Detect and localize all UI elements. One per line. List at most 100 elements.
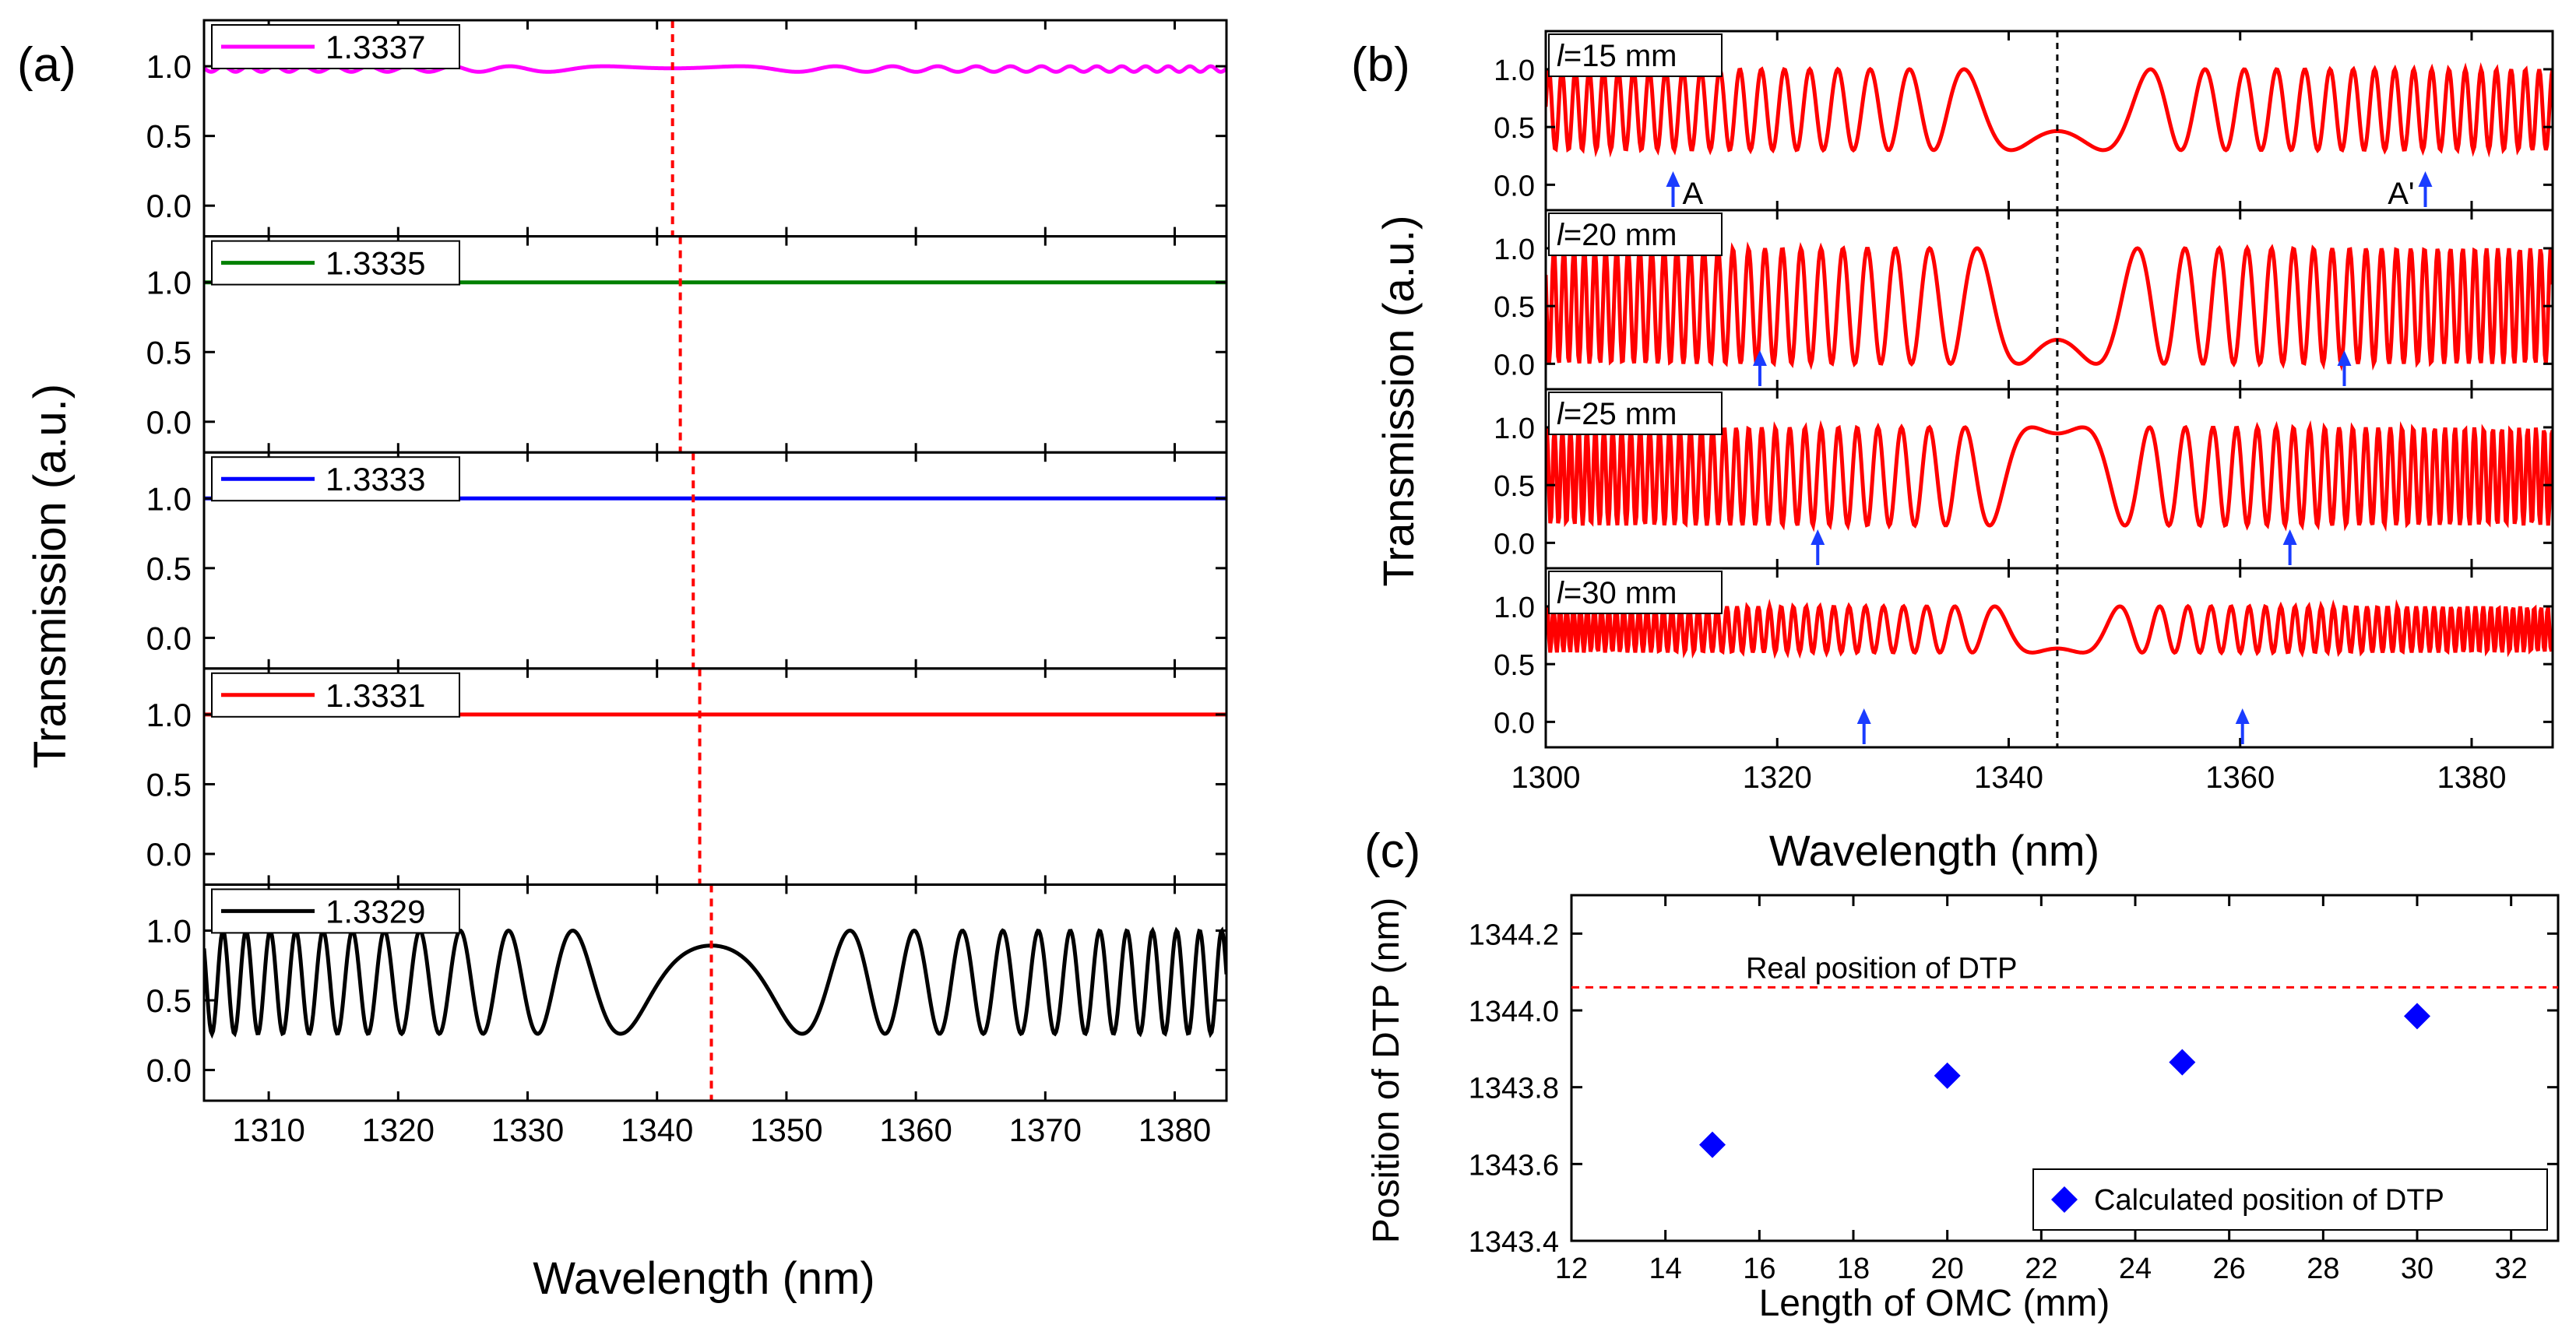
length-label: l=25 mm xyxy=(1557,397,1677,431)
y-tick-label: 0.0 xyxy=(146,620,192,656)
x-tick-label: 1340 xyxy=(621,1112,693,1148)
length-label-box xyxy=(1548,571,1723,614)
legend-label: 1.3333 xyxy=(326,461,425,497)
minimum-arrow-head xyxy=(1666,171,1680,187)
subplot-frame xyxy=(202,883,1228,1102)
series-line-1.3329 xyxy=(204,926,1226,1039)
minimum-arrow-head xyxy=(1752,350,1767,366)
minimum-point-label: A' xyxy=(2388,177,2414,211)
y-tick-label: 1.0 xyxy=(146,48,192,85)
panel-b-xlabel: Wavelength (nm) xyxy=(1769,826,2099,875)
length-label-box xyxy=(1548,33,1723,77)
x-tick-label: 1320 xyxy=(362,1112,435,1148)
y-tick-label: 0.0 xyxy=(1494,528,1535,560)
x-tick-label: 1310 xyxy=(232,1112,304,1148)
x-tick-label: 1380 xyxy=(2437,761,2506,795)
x-tick-label: 22 xyxy=(2025,1252,2057,1285)
panel-c-label: (c) xyxy=(1364,824,1420,878)
y-tick-label: 0.0 xyxy=(146,404,192,441)
length-label: l=30 mm xyxy=(1557,576,1677,610)
legend-label: 1.3329 xyxy=(326,893,425,929)
y-tick-label: 0.5 xyxy=(1494,649,1535,682)
length-symbol: l xyxy=(1557,397,1564,431)
subplot-frame xyxy=(1544,567,2554,749)
x-tick-label: 30 xyxy=(2401,1252,2433,1285)
series-line-=30 mm xyxy=(1546,599,2553,659)
data-point xyxy=(2404,1003,2430,1030)
x-tick-label: 28 xyxy=(2307,1252,2339,1285)
series-line-=25 mm xyxy=(1546,420,2553,532)
length-label-box xyxy=(1548,392,1723,435)
x-tick-label: 1370 xyxy=(1009,1112,1082,1148)
y-tick-label: 1.0 xyxy=(146,265,192,301)
length-value: =30 mm xyxy=(1564,576,1677,610)
x-tick-label: 16 xyxy=(1743,1252,1775,1285)
minimum-point-label: A xyxy=(1682,177,1703,211)
y-tick-label: 0.0 xyxy=(146,188,192,224)
x-tick-label: 1360 xyxy=(2205,761,2275,795)
x-tick-label: 1320 xyxy=(1743,761,1812,795)
minimum-arrow-head xyxy=(2418,171,2433,187)
panel-a-ylabel: Transmission (a.u.) xyxy=(25,384,76,768)
y-tick-label: 1344.0 xyxy=(1469,996,1559,1028)
legend-label: 1.3337 xyxy=(326,29,425,65)
y-tick-label: 1343.4 xyxy=(1469,1226,1559,1259)
x-tick-label: 1340 xyxy=(1974,761,2043,795)
panel-c-ylabel: Position of DTP (nm) xyxy=(1366,898,1407,1244)
reference-label: Real position of DTP xyxy=(1746,952,2018,985)
panel-b-ylabel: Transmission (a.u.) xyxy=(1374,215,1423,586)
y-tick-label: 0.5 xyxy=(1494,112,1535,145)
panel-c-xlabel: Length of OMC (mm) xyxy=(1759,1283,2110,1324)
length-value: =15 mm xyxy=(1564,39,1677,73)
y-tick-label: 1343.6 xyxy=(1469,1149,1559,1182)
panel-b: 0.00.51.0 l=15 mmA A'0.00.51.0 l=20 mm0.00.… xyxy=(1494,30,2554,795)
minimum-arrow-head xyxy=(1856,708,1871,724)
y-tick-label: 0.0 xyxy=(146,1052,192,1089)
legend-label: 1.3331 xyxy=(326,677,425,714)
y-tick-label: 1.0 xyxy=(1494,234,1535,266)
x-tick-label: 1350 xyxy=(750,1112,822,1148)
series-line-=15 mm xyxy=(1546,61,2553,158)
minimum-arrow-head xyxy=(2282,529,2297,545)
y-tick-label: 1.0 xyxy=(1494,54,1535,87)
length-label-box xyxy=(1548,213,1723,256)
x-tick-label: 24 xyxy=(2119,1252,2152,1285)
panel-b-label: (b) xyxy=(1351,38,1410,92)
x-tick-label: 1360 xyxy=(879,1112,952,1148)
y-tick-label: 0.5 xyxy=(146,550,192,587)
length-symbol: l xyxy=(1557,39,1564,73)
y-tick-label: 1.0 xyxy=(146,913,192,950)
minimum-arrow-head xyxy=(1811,529,1825,545)
panel-a: 0.0 0.5 1.0 1.3337 0.0 0.5 1.0 1.3335 0.0 0.5 1.0 1… xyxy=(146,19,1228,1148)
x-tick-label: 1380 xyxy=(1138,1112,1211,1148)
data-point xyxy=(2169,1049,2196,1076)
minimum-arrow-head xyxy=(2235,708,2250,724)
x-tick-label: 18 xyxy=(1837,1252,1870,1285)
y-tick-label: 1344.2 xyxy=(1469,919,1559,951)
legend-box xyxy=(2032,1168,2548,1231)
x-tick-label: 32 xyxy=(2495,1252,2528,1285)
y-tick-label: 1343.8 xyxy=(1469,1073,1559,1105)
y-tick-label: 0.0 xyxy=(1494,170,1535,202)
data-point xyxy=(1934,1062,1961,1089)
series-line-=20 mm xyxy=(1546,241,2553,372)
x-tick-label: 20 xyxy=(1931,1252,1964,1285)
y-tick-label: 0.5 xyxy=(146,118,192,155)
y-tick-label: 0.5 xyxy=(146,982,192,1019)
y-tick-label: 0.0 xyxy=(1494,349,1535,381)
length-symbol: l xyxy=(1557,218,1564,252)
length-label: l=20 mm xyxy=(1557,218,1677,252)
y-tick-label: 1.0 xyxy=(1494,592,1535,624)
length-value: =25 mm xyxy=(1564,397,1677,431)
y-tick-label: 0.0 xyxy=(146,836,192,873)
data-point xyxy=(1699,1131,1726,1158)
length-symbol: l xyxy=(1557,576,1564,610)
x-tick-label: 14 xyxy=(1649,1252,1682,1285)
minimum-arrow-head xyxy=(2337,350,2352,366)
y-tick-label: 0.5 xyxy=(1494,291,1535,324)
y-tick-label: 0.0 xyxy=(1494,707,1535,740)
x-tick-label: 1300 xyxy=(1511,761,1581,795)
panel-c: 1343.4 1343.6 1343.8 1344.0 1344.2 12 14 16 18 20… xyxy=(1469,894,2560,1285)
length-value: =20 mm xyxy=(1564,218,1677,252)
